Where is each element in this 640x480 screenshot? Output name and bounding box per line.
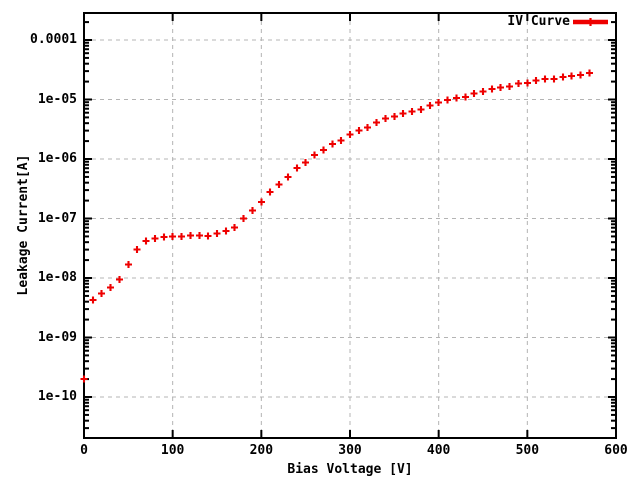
grid-lines [84,13,616,438]
y-tick-label: 1e-08 [37,270,77,285]
y-tick-label: 1e-05 [37,91,77,107]
x-tick-label: 500 [515,443,540,458]
x-tick-label: 300 [338,443,362,458]
plot-border [83,12,617,439]
axis-ticks [83,14,617,437]
legend-sample [573,18,608,26]
x-tick-label: 600 [604,443,628,458]
y-tick-label: 0.0001 [30,32,77,47]
x-tick-label: 400 [426,443,451,458]
x-axis-title: Bias Voltage [V] [287,462,413,477]
x-tick-label: 0 [80,443,88,458]
legend-label: IV Curve [507,14,570,29]
y-tick-label: 1e-10 [37,389,77,404]
y-axis-title: Leakage Current[A] [16,154,31,296]
x-tick-label: 100 [160,443,185,458]
iv-curve-points [80,69,593,383]
x-tick-label: 200 [249,443,274,458]
y-tick-label: 1e-06 [37,151,77,166]
y-tick-label: 1e-07 [37,210,77,226]
y-tick-label: 1e-09 [37,329,77,345]
